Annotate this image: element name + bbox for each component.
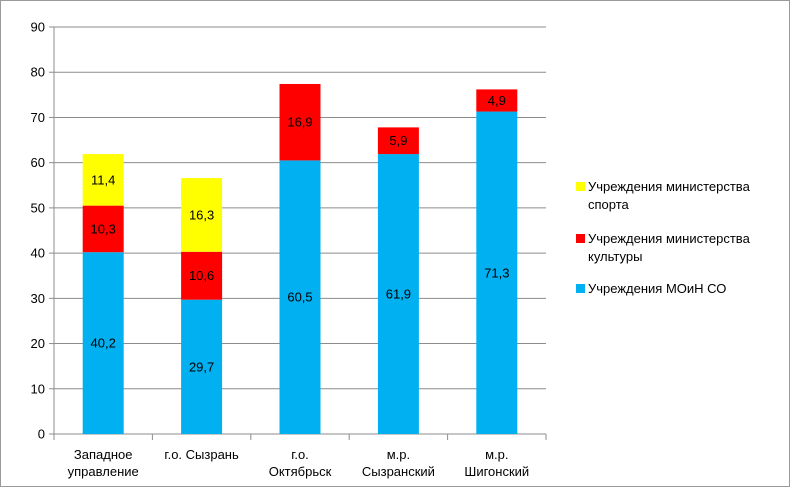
- y-tick-label: 50: [31, 200, 45, 215]
- bar-segment: [82, 205, 124, 253]
- data-label: 11,4: [91, 172, 115, 187]
- y-tick-label: 60: [31, 155, 45, 170]
- legend-label: спорта: [588, 197, 630, 212]
- bar-segment: [476, 111, 518, 434]
- data-label: 4,9: [488, 93, 506, 108]
- data-label: 61,9: [386, 287, 411, 302]
- y-tick-label: 90: [31, 20, 45, 35]
- data-label: 16,9: [287, 115, 312, 130]
- data-label: 29,7: [189, 359, 214, 374]
- y-tick-label: 70: [31, 110, 45, 125]
- bar-segment: [181, 178, 223, 252]
- legend-label: Учреждения МОиН СО: [588, 281, 726, 296]
- data-label: 71,3: [484, 265, 509, 280]
- legend-label: Учреждения министерства: [588, 231, 751, 246]
- legend-label: культуры: [588, 249, 642, 264]
- y-tick-label: 20: [31, 336, 45, 351]
- y-tick-label: 40: [31, 246, 45, 261]
- x-category-label: г.о. Сызрань: [164, 447, 239, 462]
- x-category-label: Шигонский: [464, 464, 529, 479]
- x-category-label: управление: [68, 464, 139, 479]
- legend-label: Учреждения министерства: [588, 179, 751, 194]
- legend-swatch: [576, 234, 585, 243]
- data-label: 16,3: [189, 207, 214, 222]
- data-label: 10,6: [189, 268, 214, 283]
- legend-swatch: [576, 182, 585, 191]
- x-category-label: г.о.: [291, 447, 309, 462]
- y-tick-label: 30: [31, 291, 45, 306]
- legend-swatch: [576, 284, 585, 293]
- bar-segment: [279, 160, 321, 434]
- bar-segment: [181, 251, 223, 300]
- y-tick-label: 80: [31, 65, 45, 80]
- bar-segment: [181, 299, 223, 434]
- bar-segment: [82, 252, 124, 434]
- x-category-label: Сызранский: [362, 464, 435, 479]
- bar-segment: [476, 89, 518, 112]
- x-category-label: Западное: [74, 447, 133, 462]
- data-label: 5,9: [389, 133, 407, 148]
- x-category-label: м.р.: [485, 447, 508, 462]
- bar-segment: [279, 83, 321, 161]
- data-label: 10,3: [91, 221, 116, 236]
- bar-segment: [377, 127, 419, 155]
- x-category-label: м.р.: [387, 447, 410, 462]
- bar-segment: [82, 154, 124, 206]
- bar-segment: [377, 154, 419, 434]
- data-label: 60,5: [287, 290, 312, 305]
- data-label: 40,2: [91, 336, 116, 351]
- y-tick-label: 0: [38, 427, 45, 442]
- y-tick-label: 10: [31, 381, 45, 396]
- x-category-label: Октябрьск: [269, 464, 332, 479]
